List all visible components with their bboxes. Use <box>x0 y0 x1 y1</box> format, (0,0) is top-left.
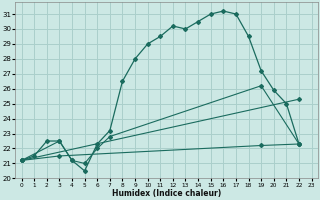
X-axis label: Humidex (Indice chaleur): Humidex (Indice chaleur) <box>112 189 221 198</box>
